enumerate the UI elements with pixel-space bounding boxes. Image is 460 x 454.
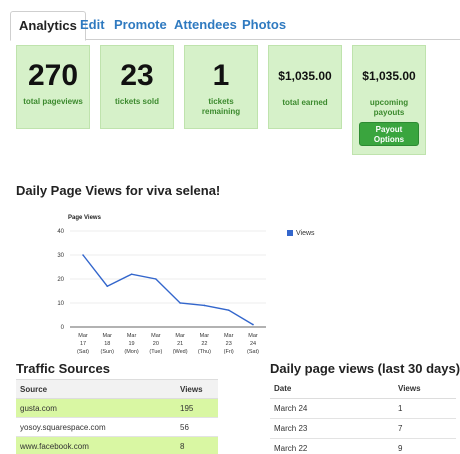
x-tick-label: 19 bbox=[129, 341, 135, 347]
x-tick-label: 21 bbox=[177, 341, 183, 347]
x-tick-label: Mar bbox=[248, 333, 258, 339]
stat-upcoming-value: $1,035.00 bbox=[362, 69, 416, 83]
x-tick-label: Mar bbox=[200, 333, 210, 339]
stat-sold-label: tickets sold bbox=[114, 97, 159, 106]
data-point bbox=[227, 309, 230, 311]
x-tick-label: (Thu) bbox=[198, 349, 211, 355]
date-cell: March 24 bbox=[270, 398, 394, 419]
source-cell: www.facebook.com bbox=[16, 436, 176, 454]
date-cell: March 22 bbox=[270, 438, 394, 454]
data-point bbox=[179, 302, 181, 304]
data-point bbox=[203, 304, 206, 307]
stat-upcoming-label: upcoming payouts bbox=[369, 98, 409, 117]
column-header-views: Views bbox=[394, 379, 456, 399]
table-row: March 24 1 bbox=[270, 398, 456, 419]
tab-attendees[interactable]: Attendees bbox=[174, 17, 237, 32]
page-views-chart: Page Views 0 10 20 30 40 Mar 17 (Sat) Mar 18 (Sun) M… bbox=[57, 215, 266, 355]
x-tick-label: 20 bbox=[153, 341, 159, 347]
x-tick-label: (Wed) bbox=[173, 349, 188, 355]
x-tick-label: (Mon) bbox=[124, 349, 139, 355]
table-row: gusta.com 195 bbox=[16, 398, 218, 418]
x-tick-label: Mar bbox=[224, 333, 234, 339]
stat-remaining-value: 1 bbox=[212, 59, 230, 92]
stat-sold-value: 23 bbox=[120, 59, 154, 92]
table-row: www.facebook.com 8 bbox=[16, 436, 218, 454]
traffic-sources-table: Source Views gusta.com 195 yosoy.squares… bbox=[16, 379, 218, 454]
stat-card-upcoming: $1,035.00 upcoming payouts Payout Option… bbox=[352, 45, 426, 155]
x-tick-label: Mar bbox=[175, 333, 185, 339]
table-header-row: Date Views bbox=[270, 379, 456, 399]
data-point bbox=[82, 254, 84, 256]
stat-card-remaining: 1 tickets remaining bbox=[184, 45, 258, 129]
traffic-sources-title: Traffic Sources bbox=[16, 361, 110, 376]
chart-legend: Views bbox=[287, 230, 315, 237]
views-cell: 1 bbox=[394, 398, 456, 419]
stat-earned-value: $1,035.00 bbox=[278, 69, 332, 83]
column-header-date: Date bbox=[270, 379, 394, 399]
source-cell: yosoy.squarespace.com bbox=[16, 417, 176, 437]
x-tick-label: 18 bbox=[104, 341, 110, 347]
x-tick-label: (Tue) bbox=[149, 349, 162, 355]
legend-swatch bbox=[287, 230, 293, 236]
views-cell: 7 bbox=[394, 418, 456, 439]
x-tick-label: (Sat) bbox=[247, 349, 259, 355]
x-tick-label: (Sat) bbox=[77, 349, 89, 355]
stat-pageviews-label: total pageviews bbox=[23, 97, 83, 106]
stat-card-earned: $1,035.00 total earned bbox=[268, 45, 342, 129]
x-tick-label: (Sun) bbox=[101, 349, 115, 355]
x-tick-label: 23 bbox=[226, 341, 232, 347]
views-cell: 195 bbox=[176, 398, 218, 418]
legend-label: Views bbox=[296, 230, 315, 237]
tab-edit[interactable]: Edit bbox=[80, 17, 105, 32]
tab-photos[interactable]: Photos bbox=[242, 17, 287, 32]
x-tick-label: Mar bbox=[103, 333, 113, 339]
y-tick-label: 30 bbox=[57, 253, 64, 259]
views-cell: 56 bbox=[176, 417, 218, 437]
stat-pageviews-value: 270 bbox=[27, 59, 79, 92]
y-tick-label: 20 bbox=[57, 277, 64, 283]
stat-earned-label: total earned bbox=[282, 98, 328, 107]
stat-card-sold: 23 tickets sold bbox=[100, 45, 174, 129]
x-tick-label: (Fri) bbox=[224, 349, 234, 355]
payout-options-button[interactable]: Payout Options bbox=[359, 122, 419, 146]
views-cell: 8 bbox=[176, 436, 218, 454]
daily-views-title: Daily page views (last 30 days) bbox=[270, 361, 460, 376]
tab-analytics[interactable]: Analytics bbox=[10, 11, 86, 41]
chart-section-title: Daily Page Views for viva selena! bbox=[16, 183, 221, 198]
column-header-views: Views bbox=[176, 379, 218, 399]
x-tick-label: 22 bbox=[201, 341, 207, 347]
data-point bbox=[155, 278, 157, 280]
x-tick-label: Mar bbox=[127, 333, 137, 339]
table-header-row: Source Views bbox=[16, 379, 218, 399]
y-tick-label: 40 bbox=[57, 229, 64, 235]
data-point bbox=[130, 273, 133, 275]
data-point bbox=[106, 285, 109, 287]
column-header-source: Source bbox=[16, 379, 176, 399]
tab-promote[interactable]: Promote bbox=[114, 17, 167, 32]
table-row: March 23 7 bbox=[270, 418, 456, 439]
y-tick-label: 0 bbox=[61, 325, 65, 331]
stat-card-pageviews: 270 total pageviews bbox=[16, 45, 90, 129]
x-tick-label: 17 bbox=[80, 341, 86, 347]
series-line-views bbox=[82, 254, 254, 326]
stat-remaining-label: tickets remaining bbox=[201, 97, 241, 116]
y-tick-label: 10 bbox=[57, 301, 64, 307]
x-tick-label: Mar bbox=[151, 333, 161, 339]
data-point bbox=[252, 323, 254, 326]
x-tick-label: 24 bbox=[250, 341, 256, 347]
table-row: March 22 9 bbox=[270, 438, 456, 454]
tab-bar: Analytics Edit Promote Attendees Photos bbox=[10, 11, 460, 41]
date-cell: March 23 bbox=[270, 418, 394, 439]
chart-title: Page Views bbox=[68, 215, 102, 221]
x-tick-label: Mar bbox=[78, 333, 88, 339]
source-cell: gusta.com bbox=[16, 398, 176, 418]
table-row: yosoy.squarespace.com 56 bbox=[16, 417, 218, 437]
views-cell: 9 bbox=[394, 438, 456, 454]
daily-views-table: Date Views March 24 1 March 23 7 March 2… bbox=[270, 379, 456, 454]
